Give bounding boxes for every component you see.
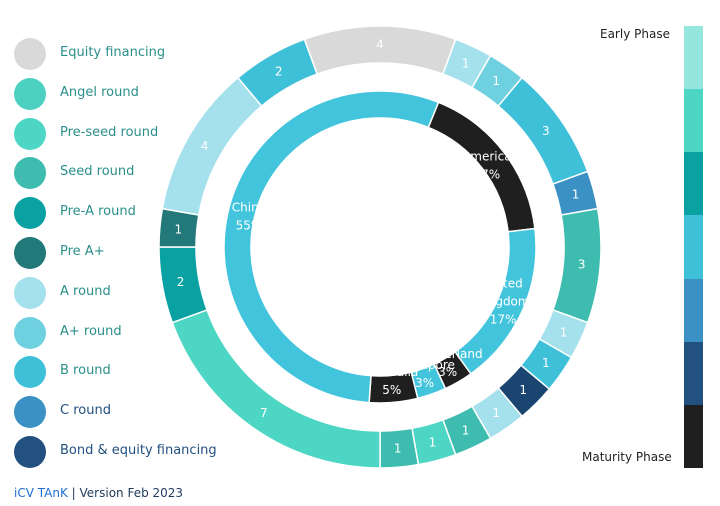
legend-item: Pre-A round	[14, 197, 244, 230]
phase-top-label: Early Phase	[600, 27, 670, 41]
inner-slice-percent: 17%	[490, 312, 517, 326]
legend-swatch	[14, 276, 46, 309]
outer-slice-value: 1	[492, 74, 500, 88]
legend-label: Equity financing	[60, 45, 166, 60]
legend-swatch	[14, 396, 46, 429]
inner-slice-percent: 55%	[236, 219, 263, 233]
phase-scale-segment	[684, 152, 703, 216]
legend-swatch	[14, 356, 46, 389]
legend-item: Equity financing	[14, 38, 244, 70]
legend-label: C round	[60, 403, 111, 419]
outer-slice-value: 2	[275, 65, 283, 79]
outer-slice-value: 4	[376, 38, 384, 52]
inner-slice-name: China	[232, 201, 266, 215]
legend-item: B round	[14, 356, 244, 389]
legend: Equity financing Angel round Pre-seed roun…	[0, 0, 240, 470]
outer-slice-value: 1	[174, 222, 182, 236]
phase-bottom-label: Maturity Phase	[582, 450, 672, 464]
outer-ring	[158, 25, 602, 469]
legend-item: Seed round	[14, 157, 244, 190]
legend-item: Angel round	[14, 77, 244, 110]
outer-slice-value: 4	[201, 139, 209, 153]
outer-slice-value: 1	[572, 188, 580, 202]
legend-item: Pre A+	[14, 237, 244, 269]
phase-scale-segment	[684, 89, 703, 153]
outer-slice-value: 1	[429, 436, 437, 450]
phase-scale-segment	[684, 341, 703, 405]
legend-label: Seed round	[60, 164, 135, 180]
legend-swatch	[14, 38, 46, 70]
outer-slice	[236, 38, 319, 108]
inner-slice-name: United	[483, 276, 522, 290]
legend-item: A+ round	[14, 316, 244, 349]
version-text: | Version Feb 2023	[71, 486, 184, 500]
legend-item: Bond & equity financing	[14, 436, 244, 468]
legend-swatch	[14, 117, 46, 150]
legend-swatch	[14, 316, 46, 349]
legend-label: Bond & equity financing	[60, 443, 217, 458]
phase-scale-bar	[684, 26, 703, 468]
inner-slice-percent: 17%	[474, 167, 501, 181]
outer-slice-value: 7	[260, 406, 268, 420]
outer-slice-value: 1	[462, 56, 470, 70]
legend-swatch	[14, 436, 46, 468]
legend-label: Pre-seed round	[60, 124, 159, 140]
inner-slice-percent: 5%	[382, 383, 401, 397]
phase-scale-segment	[684, 278, 703, 342]
legend-item: C round	[14, 396, 244, 429]
slice-labels: 4 1 1 3 1 3 1 1 1 1 1 1 1 7 2 1 4 2 America 17% United Kingdo…	[174, 38, 585, 456]
inner-ring	[223, 90, 537, 404]
legend-label: Pre-A round	[60, 204, 136, 220]
footer: iCV TAnK | Version Feb 2023	[14, 486, 183, 500]
outer-slice-value: 1	[519, 383, 527, 397]
legend-swatch	[14, 157, 46, 190]
inner-slice-name: Singapore	[394, 358, 455, 372]
outer-slice-value: 1	[542, 356, 550, 370]
brand-logo-text: iCV TAnK	[14, 486, 68, 500]
outer-slice-value: 3	[578, 258, 586, 272]
phase-scale-segment	[684, 26, 703, 90]
legend-label: A round	[60, 283, 111, 299]
inner-slice	[223, 90, 440, 404]
legend-swatch	[14, 77, 46, 110]
inner-slice-name: Australia	[365, 365, 418, 379]
outer-slice-value: 1	[560, 326, 568, 340]
outer-slice-value: 2	[177, 275, 185, 289]
outer-slice-value: 1	[492, 406, 500, 420]
inner-slice-name: Switzerland	[413, 347, 483, 361]
legend-item: Pre-seed round	[14, 117, 244, 150]
legend-label: Angel round	[60, 84, 139, 100]
legend-label: A+ round	[60, 323, 122, 339]
inner-slice-percent: 3%	[415, 376, 434, 390]
inner-slice-name: Kingdom	[477, 294, 530, 308]
outer-slice-value: 1	[462, 424, 470, 438]
outer-slice-value: 3	[542, 124, 550, 138]
outer-slice-value: 1	[394, 442, 402, 456]
legend-item: A round	[14, 276, 244, 309]
legend-label: Pre A+	[60, 244, 105, 259]
legend-swatch	[14, 237, 46, 269]
legend-label: B round	[60, 363, 111, 379]
phase-scale-segment	[684, 215, 703, 279]
inner-slice-name: America	[462, 149, 512, 163]
phase-scale-segment	[684, 404, 703, 468]
legend-swatch	[14, 197, 46, 230]
inner-slice-percent: 3%	[438, 365, 457, 379]
